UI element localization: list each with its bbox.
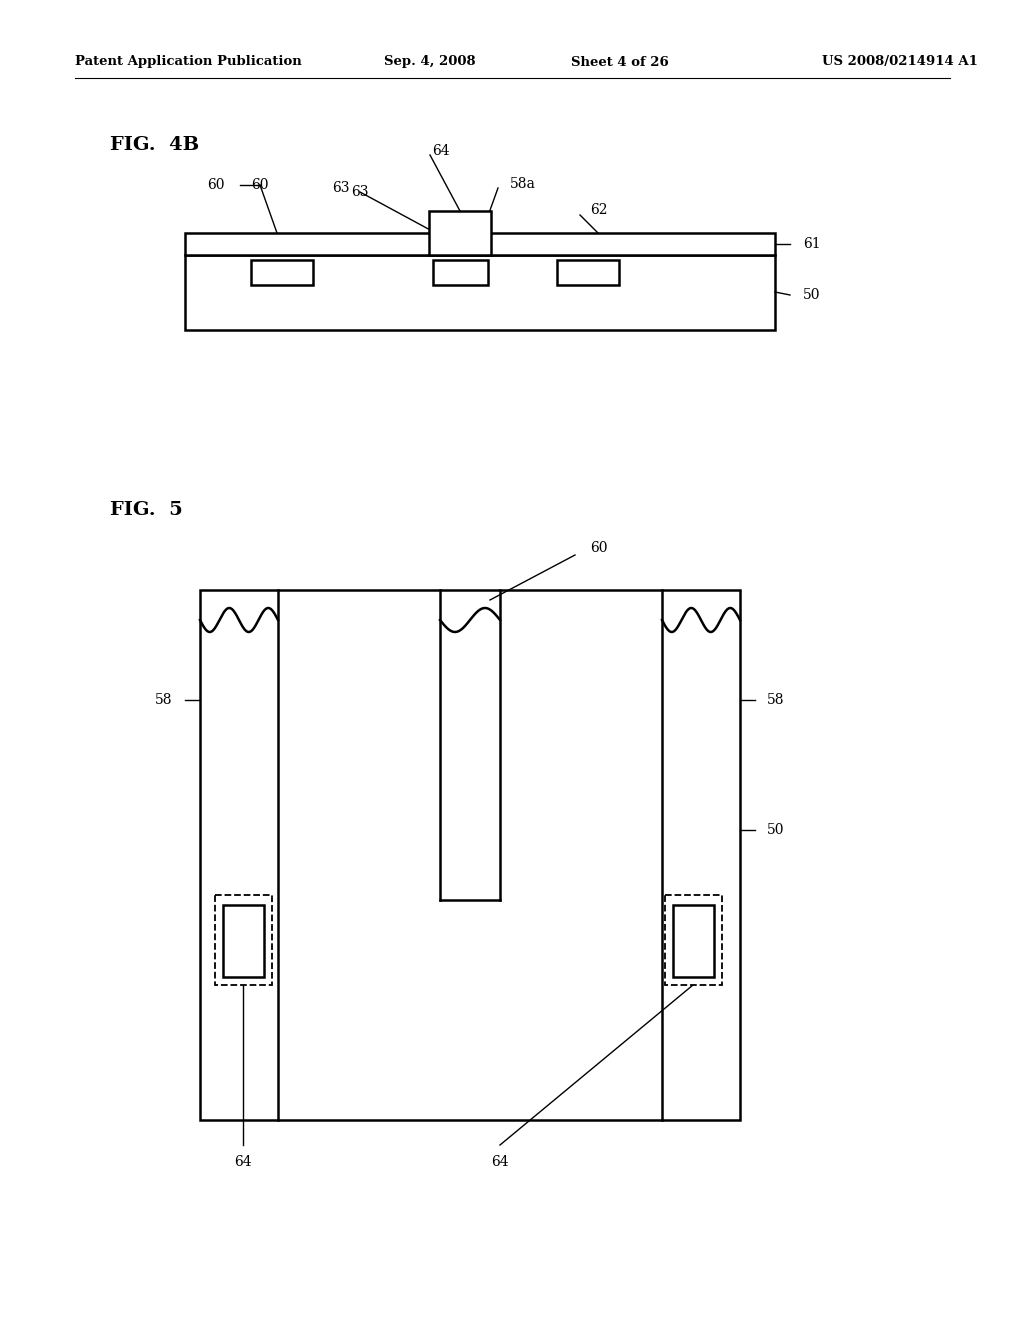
Bar <box>429 211 490 255</box>
Text: 63: 63 <box>333 181 350 195</box>
Bar <box>673 906 714 977</box>
Text: 58: 58 <box>767 693 784 708</box>
Text: Sep. 4, 2008: Sep. 4, 2008 <box>384 55 476 69</box>
Text: Sheet 4 of 26: Sheet 4 of 26 <box>571 55 669 69</box>
Bar <box>433 260 488 285</box>
Text: 62: 62 <box>590 203 607 216</box>
Text: 60: 60 <box>251 178 268 191</box>
Text: FIG.  5: FIG. 5 <box>110 502 182 519</box>
Bar <box>251 260 313 285</box>
Text: 63: 63 <box>351 185 369 199</box>
Text: 64: 64 <box>234 1155 252 1170</box>
Bar <box>185 255 775 330</box>
Text: 58a: 58a <box>510 177 536 191</box>
Text: 64: 64 <box>432 144 450 158</box>
Text: 60: 60 <box>208 178 225 191</box>
Bar <box>665 895 722 985</box>
Text: 64: 64 <box>492 1155 509 1170</box>
Text: 61: 61 <box>803 238 820 251</box>
Bar <box>557 260 618 285</box>
Bar <box>185 234 775 255</box>
Bar <box>223 906 264 977</box>
Text: 60: 60 <box>590 541 607 554</box>
Text: 50: 50 <box>803 288 820 302</box>
Text: US 2008/0214914 A1: US 2008/0214914 A1 <box>822 55 978 69</box>
Text: 50: 50 <box>767 822 784 837</box>
Bar <box>215 895 272 985</box>
Text: FIG.  4B: FIG. 4B <box>110 136 200 154</box>
Text: Patent Application Publication: Patent Application Publication <box>75 55 302 69</box>
Text: 58: 58 <box>155 693 172 708</box>
Bar <box>200 590 740 1119</box>
